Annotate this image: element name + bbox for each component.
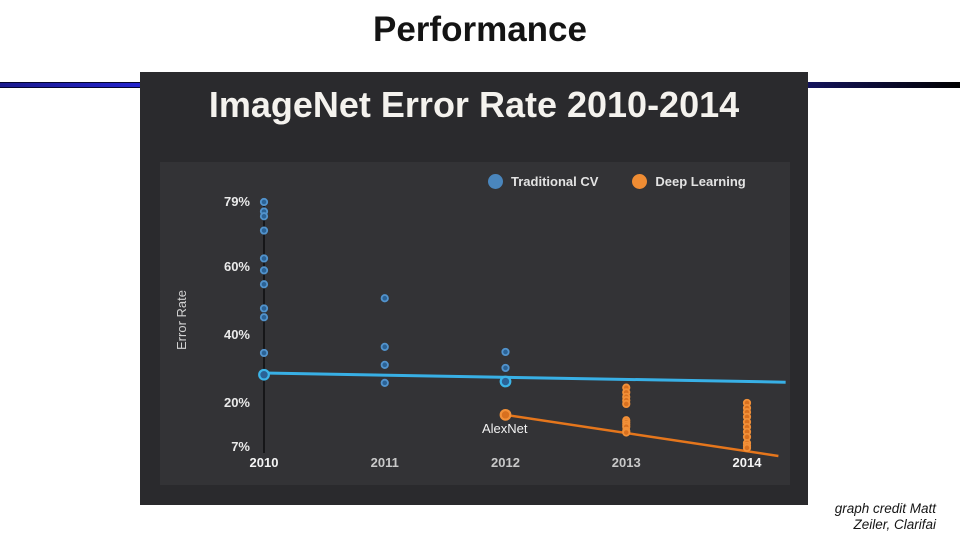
data-point-deep-learning: [499, 408, 512, 421]
data-point-deep-learning: [622, 428, 631, 437]
data-point-traditional-cv: [380, 378, 389, 387]
data-point-traditional-cv: [259, 280, 269, 289]
data-point-traditional-cv: [259, 304, 269, 313]
divider-line-left: [0, 82, 141, 88]
alexnet-annotation: AlexNet: [482, 421, 528, 436]
y-tick-79: 79%: [223, 194, 250, 209]
credit-text: graph credit Matt Zeiler, Clarifai: [835, 501, 936, 533]
legend-label-deep-learning: Deep Learning: [655, 174, 746, 189]
data-point-deep-learning: [742, 443, 752, 452]
credit-line-2: Zeiler, Clarifai: [853, 517, 936, 532]
y-tick-7: 7%: [231, 438, 250, 454]
chart-title: ImageNet Error Rate 2010-2014: [208, 84, 740, 125]
y-tick-60: 60%: [223, 258, 250, 274]
x-tick-2011: 2011: [370, 455, 399, 470]
data-point-traditional-cv: [259, 226, 269, 235]
data-point-traditional-cv: [501, 347, 510, 357]
trendline-deep-learning: [505, 413, 779, 458]
data-point-traditional-cv: [259, 313, 269, 322]
data-point-traditional-cv: [499, 375, 512, 388]
y-tick-20: 20%: [223, 394, 250, 410]
divider-line-right: [807, 82, 960, 88]
x-tick-2010: 2010: [249, 455, 279, 470]
legend-label-traditional-cv: Traditional CV: [511, 174, 599, 189]
data-point-traditional-cv: [258, 368, 270, 381]
imagenet-chart: ImageNet Error Rate 2010-2014 Traditiona…: [140, 72, 808, 505]
legend-item-traditional-cv: Traditional CV: [488, 174, 598, 189]
plot-layer: [258, 197, 786, 458]
data-point-traditional-cv: [380, 294, 389, 303]
trendline-traditional-cv: [263, 371, 786, 384]
y-axis-line: [263, 198, 265, 453]
data-point-traditional-cv: [259, 197, 269, 207]
slide-title: Performance: [373, 10, 587, 49]
data-point-traditional-cv: [259, 254, 269, 263]
data-point-traditional-cv: [380, 360, 389, 369]
deep-learning-dot-icon: [632, 174, 648, 189]
y-tick-40: 40%: [223, 326, 250, 342]
x-tick-2012: 2012: [491, 455, 520, 470]
data-point-traditional-cv: [259, 212, 269, 221]
x-tick-2013: 2013: [611, 455, 641, 470]
data-point-traditional-cv: [259, 348, 269, 358]
traditional-cv-dot-icon: [488, 174, 503, 189]
credit-line-1: graph credit Matt: [834, 501, 936, 516]
data-point-deep-learning: [622, 399, 631, 409]
legend-item-deep-learning: Deep Learning: [632, 174, 746, 189]
data-point-traditional-cv: [380, 342, 389, 351]
data-point-traditional-cv: [259, 266, 269, 275]
data-point-traditional-cv: [501, 363, 510, 373]
x-tick-2014: 2014: [732, 455, 762, 470]
legend: Traditional CV Deep Learning: [488, 174, 746, 189]
